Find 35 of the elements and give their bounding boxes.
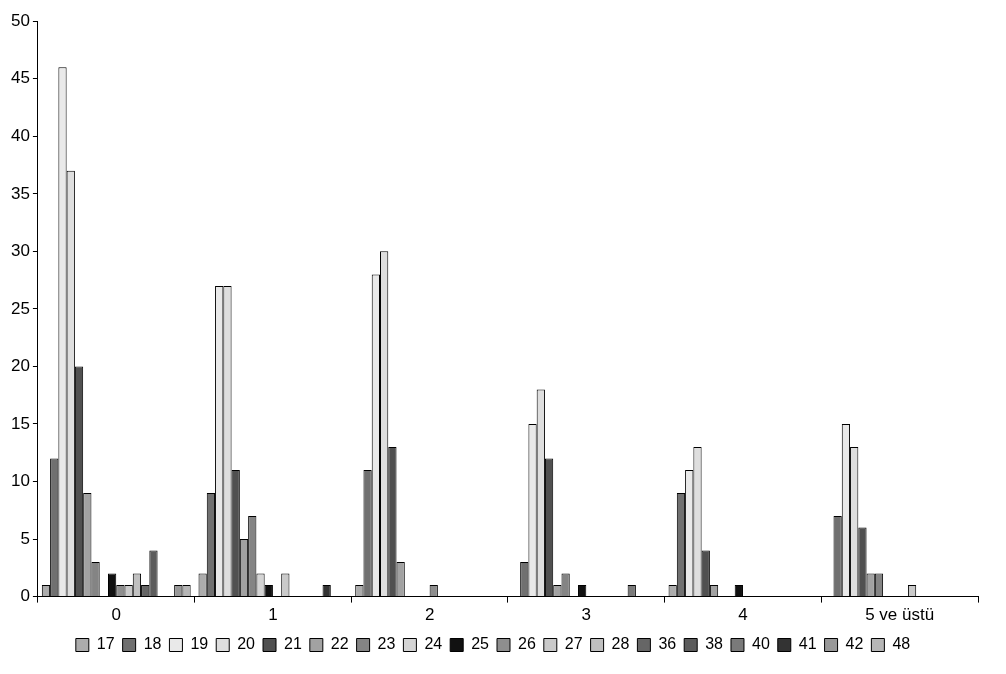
legend-label: 48 <box>892 635 911 653</box>
x-tick-label: 0 <box>111 605 121 625</box>
legend-label: 19 <box>190 635 209 653</box>
legend-label: 26 <box>518 635 536 653</box>
x-tick-label: 5 ve üstü <box>865 605 935 625</box>
x-tick-label: 4 <box>738 605 748 625</box>
y-tick-label: 50 <box>10 10 30 30</box>
x-tick-label: 3 <box>581 605 592 625</box>
y-tick-label: 30 <box>10 241 30 261</box>
legend-label: 28 <box>611 635 630 653</box>
legend-label: 41 <box>798 635 817 653</box>
y-tick-label: 5 <box>20 528 30 548</box>
legend-label: 23 <box>377 635 396 653</box>
y-tick-label: 40 <box>10 125 30 145</box>
y-tick-label: 35 <box>10 183 30 203</box>
legend-label: 38 <box>705 635 724 653</box>
legend-label: 36 <box>658 635 677 653</box>
y-tick-label: 0 <box>20 586 30 606</box>
legend-label: 25 <box>471 635 490 653</box>
x-tick-label: 1 <box>268 605 278 625</box>
legend-label: 17 <box>96 635 115 653</box>
legend-label: 42 <box>845 635 864 653</box>
y-tick-label: 20 <box>10 356 30 376</box>
y-tick-label: 25 <box>10 298 30 318</box>
legend-label: 27 <box>564 635 583 653</box>
y-tick-label: 45 <box>10 68 30 88</box>
legend-label: 22 <box>330 635 349 653</box>
legend-label: 24 <box>424 635 443 653</box>
legend-label: 40 <box>751 635 770 653</box>
y-tick-label: 15 <box>10 413 30 433</box>
y-tick-label: 10 <box>10 471 30 491</box>
x-tick-label: 2 <box>424 605 435 625</box>
legend-label: 18 <box>143 635 162 653</box>
legend-label: 21 <box>284 635 302 653</box>
legend-label: 20 <box>237 635 256 653</box>
